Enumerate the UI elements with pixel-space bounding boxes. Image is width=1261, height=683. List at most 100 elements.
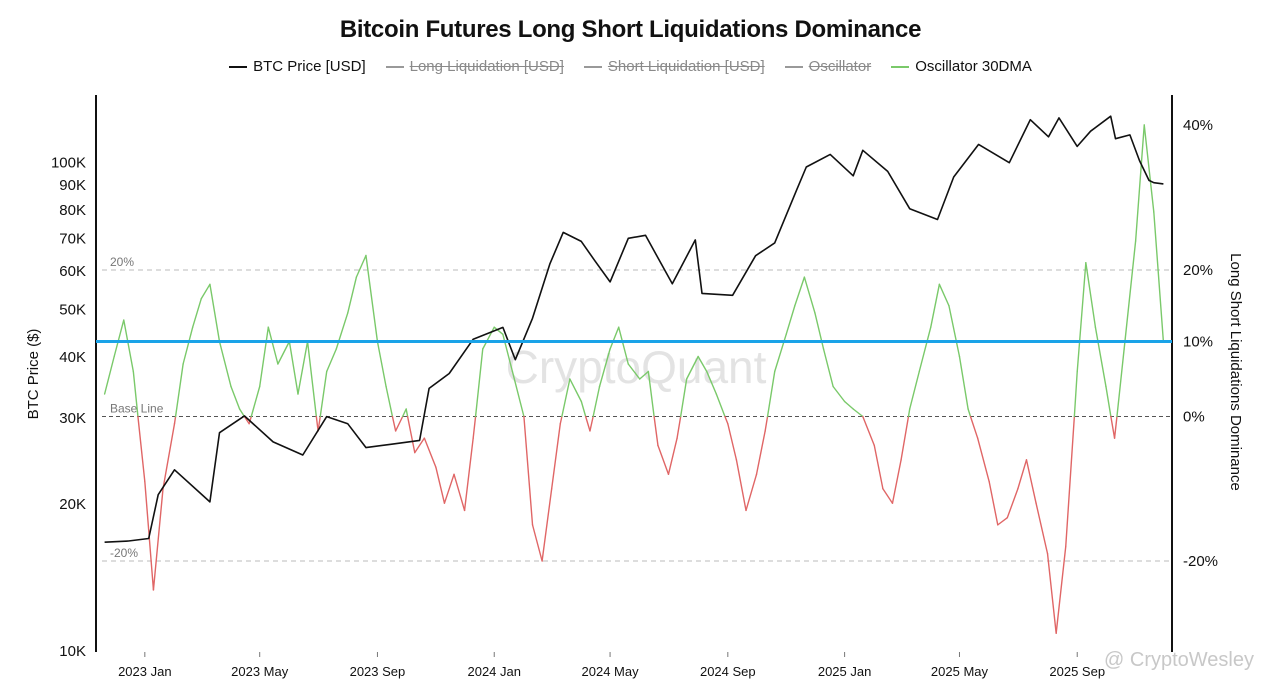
oscillator-30dma-segment xyxy=(685,355,699,380)
oscillator-30dma-segment xyxy=(482,326,495,350)
oscillator-30dma-segment xyxy=(250,385,261,418)
oscillator-30dma-segment xyxy=(706,370,718,395)
oscillator-30dma-segment xyxy=(794,276,806,307)
x-tick-label: 2025 Sep xyxy=(1049,664,1105,679)
oscillator-30dma-segment xyxy=(569,378,583,403)
oscillator-30dma-segment xyxy=(676,415,682,439)
right-tick-label: -20% xyxy=(1183,553,1218,570)
oscillator-30dma-segment xyxy=(1073,370,1078,418)
oscillator-30dma-segment xyxy=(1006,488,1019,519)
oscillator-30dma-segment xyxy=(948,305,961,358)
oscillator-30dma-segment xyxy=(132,370,139,418)
x-tick-label: 2024 May xyxy=(582,664,640,679)
oscillator-30dma-segment xyxy=(191,297,203,328)
oscillator-30dma-segment xyxy=(909,370,920,410)
oscillator-30dma-segment xyxy=(938,283,950,307)
x-tick-label: 2024 Jan xyxy=(467,664,521,679)
left-tick-label: 70K xyxy=(59,230,86,247)
oscillator-30dma-segment xyxy=(627,363,641,380)
oscillator-30dma-segment xyxy=(394,415,404,432)
oscillator-30dma-segment xyxy=(639,370,650,380)
reference-line-label: -20% xyxy=(110,546,138,560)
oscillator-30dma-segment xyxy=(997,516,1009,526)
oscillator-30dma-segment xyxy=(592,385,601,418)
oscillator-30dma-segment xyxy=(727,423,738,461)
oscillator-30dma-segment xyxy=(531,524,543,562)
left-axis-title: BTC Price ($) xyxy=(25,329,42,420)
oscillator-30dma-segment xyxy=(347,276,358,314)
oscillator-30dma-segment xyxy=(882,488,894,504)
oscillator-30dma-segment xyxy=(365,254,379,343)
legend-swatch xyxy=(385,65,404,68)
oscillator-30dma-segment xyxy=(401,408,407,418)
oscillator-30dma-segment xyxy=(405,408,409,418)
oscillator-30dma-segment xyxy=(584,415,591,432)
reference-line-label: 20% xyxy=(110,255,134,269)
legend-item-long-liquidation[interactable]: Long Liquidation [USD] xyxy=(385,58,564,75)
oscillator-30dma-segment xyxy=(1116,348,1125,418)
oscillator-30dma-segment xyxy=(862,415,875,447)
chart-title: Bitcoin Futures Long Short Liquidations … xyxy=(339,16,922,43)
oscillator-30dma-segment xyxy=(414,437,426,454)
oscillator-30dma-segment xyxy=(667,437,678,475)
oscillator-30dma-segment xyxy=(918,326,932,373)
right-axis-ticks: 40% 20% 10% 0% -20% xyxy=(1183,117,1218,570)
oscillator-30dma-segment xyxy=(297,340,309,395)
oscillator-30dma-segment xyxy=(182,326,194,365)
x-tick-label: 2024 Sep xyxy=(700,664,756,679)
oscillator-30dma-segment xyxy=(735,459,747,512)
oscillator-30dma-segment xyxy=(958,355,969,410)
oscillator-30dma-segment xyxy=(1153,211,1165,343)
author-credit: @ CryptoWesley xyxy=(1104,649,1254,671)
legend-swatch xyxy=(229,65,248,68)
oscillator-30dma-segment xyxy=(774,333,787,373)
oscillator-30dma-segment xyxy=(1123,240,1137,350)
oscillator-30dma-segment xyxy=(541,488,553,562)
left-tick-label: 80K xyxy=(59,202,86,219)
left-axis-ticks: 10K 20K 30K 40K 50K 60K 70K 80K 90K 100K xyxy=(51,155,86,660)
oscillator-30dma-segment xyxy=(326,348,337,373)
oscillator-30dma-segment xyxy=(152,488,164,591)
oscillator-30dma-segment xyxy=(209,283,221,343)
oscillator-30dma-segment xyxy=(385,385,394,418)
oscillator-30dma-segment xyxy=(200,283,211,300)
oscillator-30dma-segment xyxy=(1017,459,1028,490)
oscillator-30dma-segment xyxy=(243,415,250,425)
x-tick-label: 2023 May xyxy=(231,664,289,679)
oscillator-30dma-segment xyxy=(930,283,941,328)
oscillator-30dma-segment xyxy=(873,444,884,490)
left-tick-label: 10K xyxy=(59,643,86,660)
oscillator-30dma-segment xyxy=(472,415,477,439)
x-tick-label: 2025 May xyxy=(931,664,989,679)
oscillator-30dma-segment xyxy=(230,385,241,410)
legend-item-oscillator-30dma[interactable]: Oscillator 30DMA xyxy=(891,58,1032,75)
legend-item-oscillator[interactable]: Oscillator xyxy=(784,58,871,75)
right-tick-label: 0% xyxy=(1183,409,1205,426)
oscillator-30dma-segment xyxy=(218,340,232,388)
legend-label: Long Liquidation [USD] xyxy=(409,58,564,75)
oscillator-30dma-segment xyxy=(891,459,902,504)
oscillator-30dma-segment xyxy=(137,415,146,483)
oscillator-30dma-segment xyxy=(258,326,270,388)
legend-item-short-liquidation[interactable]: Short Liquidation [USD] xyxy=(583,58,765,75)
oscillator-30dma-segment xyxy=(391,415,397,432)
right-tick-label: 40% xyxy=(1183,117,1213,134)
oscillator-30dma-segment xyxy=(174,363,184,418)
oscillator-30dma-segment xyxy=(617,326,629,365)
oscillator-30dma-segment xyxy=(843,400,854,410)
oscillator-30dma-segment xyxy=(1134,124,1145,242)
reference-lines: 20%Base Line-20% xyxy=(102,255,1172,562)
oscillator-30dma-segment xyxy=(697,355,708,373)
oscillator-30dma-segment xyxy=(1143,124,1155,213)
left-tick-label: 40K xyxy=(59,349,86,366)
oscillator-30dma-segment xyxy=(589,415,594,432)
oscillator-30dma-segment xyxy=(306,340,318,418)
watermark: CryptoQuant xyxy=(506,341,767,393)
legend-label: Short Liquidation [USD] xyxy=(607,58,765,75)
x-tick-label: 2025 Jan xyxy=(818,664,872,679)
left-tick-label: 30K xyxy=(59,410,86,427)
oscillator-30dma-segment xyxy=(715,393,726,418)
legend-item-btc-price[interactable]: BTC Price [USD] xyxy=(229,58,366,75)
oscillator-30dma-segment xyxy=(822,348,834,388)
oscillator-30dma-segment xyxy=(679,378,688,418)
